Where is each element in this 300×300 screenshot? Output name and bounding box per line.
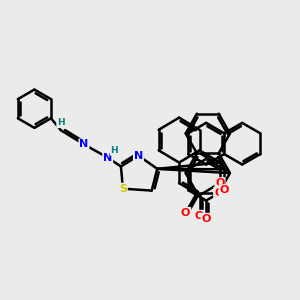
Text: S: S [119,184,127,194]
Text: N: N [103,153,112,163]
Text: O: O [220,185,229,195]
Text: O: O [202,214,211,224]
Text: H: H [110,146,118,155]
Text: O: O [215,178,225,188]
Text: N: N [79,140,88,149]
Text: O: O [214,188,224,198]
Text: O: O [195,211,204,221]
Text: O: O [181,208,190,218]
Text: H: H [57,118,64,127]
Text: N: N [134,151,143,160]
